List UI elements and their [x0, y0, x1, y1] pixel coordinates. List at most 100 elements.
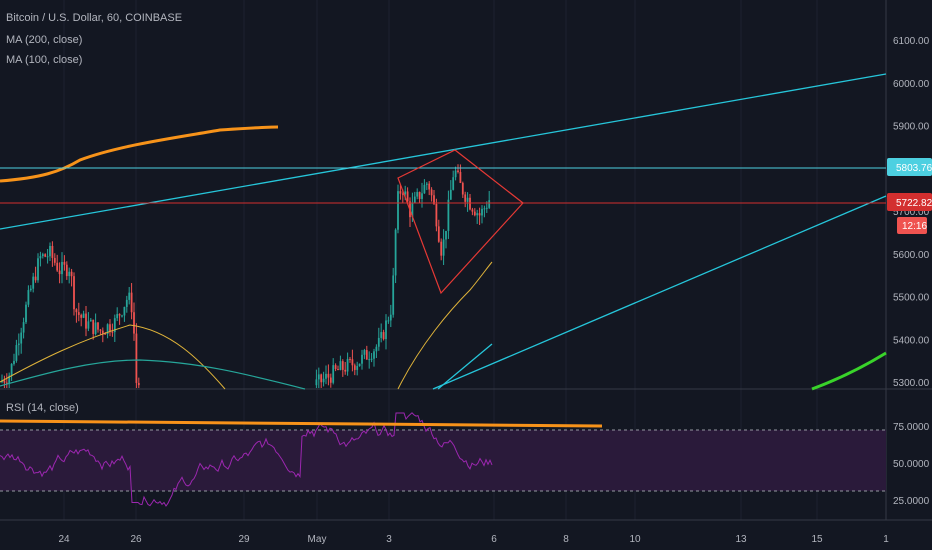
- ma-100-legend[interactable]: MA (100, close): [6, 54, 83, 66]
- time-tick-label: 10: [629, 534, 641, 545]
- countdown-tag: 12:16: [897, 217, 927, 234]
- rsi-tick-label: 75.0000: [893, 422, 930, 433]
- candle-body: [377, 337, 380, 347]
- candle-body: [25, 304, 27, 323]
- diamond-pattern[interactable]: [397, 149, 524, 295]
- candle-body: [70, 271, 73, 277]
- candle-body: [128, 292, 131, 300]
- candle-body: [483, 208, 486, 210]
- candle-body: [389, 314, 392, 321]
- candle-body: [488, 200, 491, 208]
- candle-body: [20, 332, 23, 344]
- time-tick-label: 6: [491, 534, 497, 545]
- time-tick-label: 3: [386, 534, 392, 545]
- candle-body: [351, 359, 354, 366]
- green-curve: [811, 351, 887, 391]
- rsi-legend[interactable]: RSI (14, close): [6, 402, 79, 414]
- candle-body: [394, 229, 397, 276]
- candle-body: [339, 361, 342, 370]
- candle-body: [15, 345, 18, 361]
- candle-body: [361, 354, 363, 364]
- candle-body: [433, 195, 435, 204]
- time-tick-label: 15: [811, 534, 823, 545]
- candle-body: [97, 322, 99, 330]
- candle-body: [101, 330, 104, 334]
- candles: [1, 164, 491, 388]
- candle-body: [75, 309, 78, 313]
- resistance-price-label: 5803.76: [896, 163, 932, 174]
- price-tick-label: 6000.00: [893, 79, 930, 90]
- candle-body: [337, 368, 339, 370]
- candle-body: [418, 192, 421, 199]
- candle-body: [53, 257, 56, 263]
- candle-body: [37, 258, 39, 281]
- candle-body: [471, 209, 474, 212]
- candle-body: [387, 320, 390, 322]
- candle-body: [382, 332, 385, 340]
- price-tick-label: 5600.00: [893, 250, 930, 261]
- candle-body: [317, 374, 320, 380]
- lower-trendline[interactable]: [432, 195, 887, 390]
- candle-body: [89, 319, 92, 322]
- candle-body: [87, 321, 90, 329]
- candle-body: [358, 363, 361, 367]
- upper-trendline[interactable]: [0, 73, 887, 230]
- candle-body: [406, 191, 409, 202]
- candle-body: [457, 170, 459, 172]
- candle-body: [375, 346, 378, 352]
- candle-body: [121, 315, 123, 317]
- candle-body: [365, 350, 368, 360]
- candle-body: [363, 350, 366, 355]
- current-price-label: 5722.82: [896, 198, 932, 209]
- candle-body: [469, 197, 471, 210]
- candle-body: [397, 191, 399, 230]
- rsi-tick-label: 50.0000: [893, 459, 930, 470]
- candle-body: [58, 270, 61, 275]
- candle-body: [485, 207, 488, 209]
- candle-body: [413, 196, 416, 203]
- candle-body: [85, 313, 87, 329]
- ma-100-teal-line: [0, 359, 306, 390]
- candle-body: [104, 333, 107, 335]
- candle-body: [334, 365, 337, 369]
- candle-body: [464, 194, 467, 202]
- candle-body: [49, 245, 51, 257]
- candle-body: [82, 313, 85, 318]
- candle-body: [437, 226, 440, 242]
- candle-body: [99, 329, 102, 331]
- candle-body: [116, 314, 119, 319]
- candle-body: [461, 182, 464, 195]
- candle-body: [13, 360, 15, 364]
- ma-200-legend[interactable]: MA (200, close): [6, 34, 83, 46]
- candle-body: [452, 177, 455, 190]
- candle-body: [353, 365, 356, 370]
- short-trendline[interactable]: [437, 343, 493, 390]
- price-tick-label: 5700.00: [893, 207, 930, 218]
- candle-body: [380, 332, 383, 338]
- time-axis[interactable]: 24 26 29 May 3 6 8 10 13 15 1: [58, 534, 889, 545]
- candle-body: [423, 184, 426, 194]
- candle-body: [3, 380, 6, 383]
- price-axis[interactable]: 6100.00 6000.00 5900.00 5700.00 5600.00 5500.…: [893, 36, 930, 389]
- candle-body: [385, 320, 387, 340]
- symbol-title[interactable]: Bitcoin / U.S. Dollar, 60, COINBASE: [6, 12, 183, 24]
- candle-body: [454, 170, 457, 178]
- candle-body: [65, 264, 68, 277]
- rsi-line: [0, 412, 493, 507]
- candle-body: [411, 202, 414, 218]
- candle-body: [63, 261, 66, 265]
- candle-body: [315, 379, 318, 386]
- candle-body: [476, 213, 479, 216]
- candle-body: [466, 197, 469, 202]
- candle-body: [346, 358, 349, 372]
- rsi-axis[interactable]: 75.0000 50.0000 25.0000: [893, 422, 930, 507]
- candle-body: [459, 171, 462, 183]
- candle-body: [349, 358, 351, 360]
- price-tick-label: 5400.00: [893, 335, 930, 346]
- candle-body: [425, 183, 428, 185]
- candle-body: [421, 193, 423, 199]
- candle-body: [130, 292, 133, 313]
- candle-body: [445, 230, 447, 240]
